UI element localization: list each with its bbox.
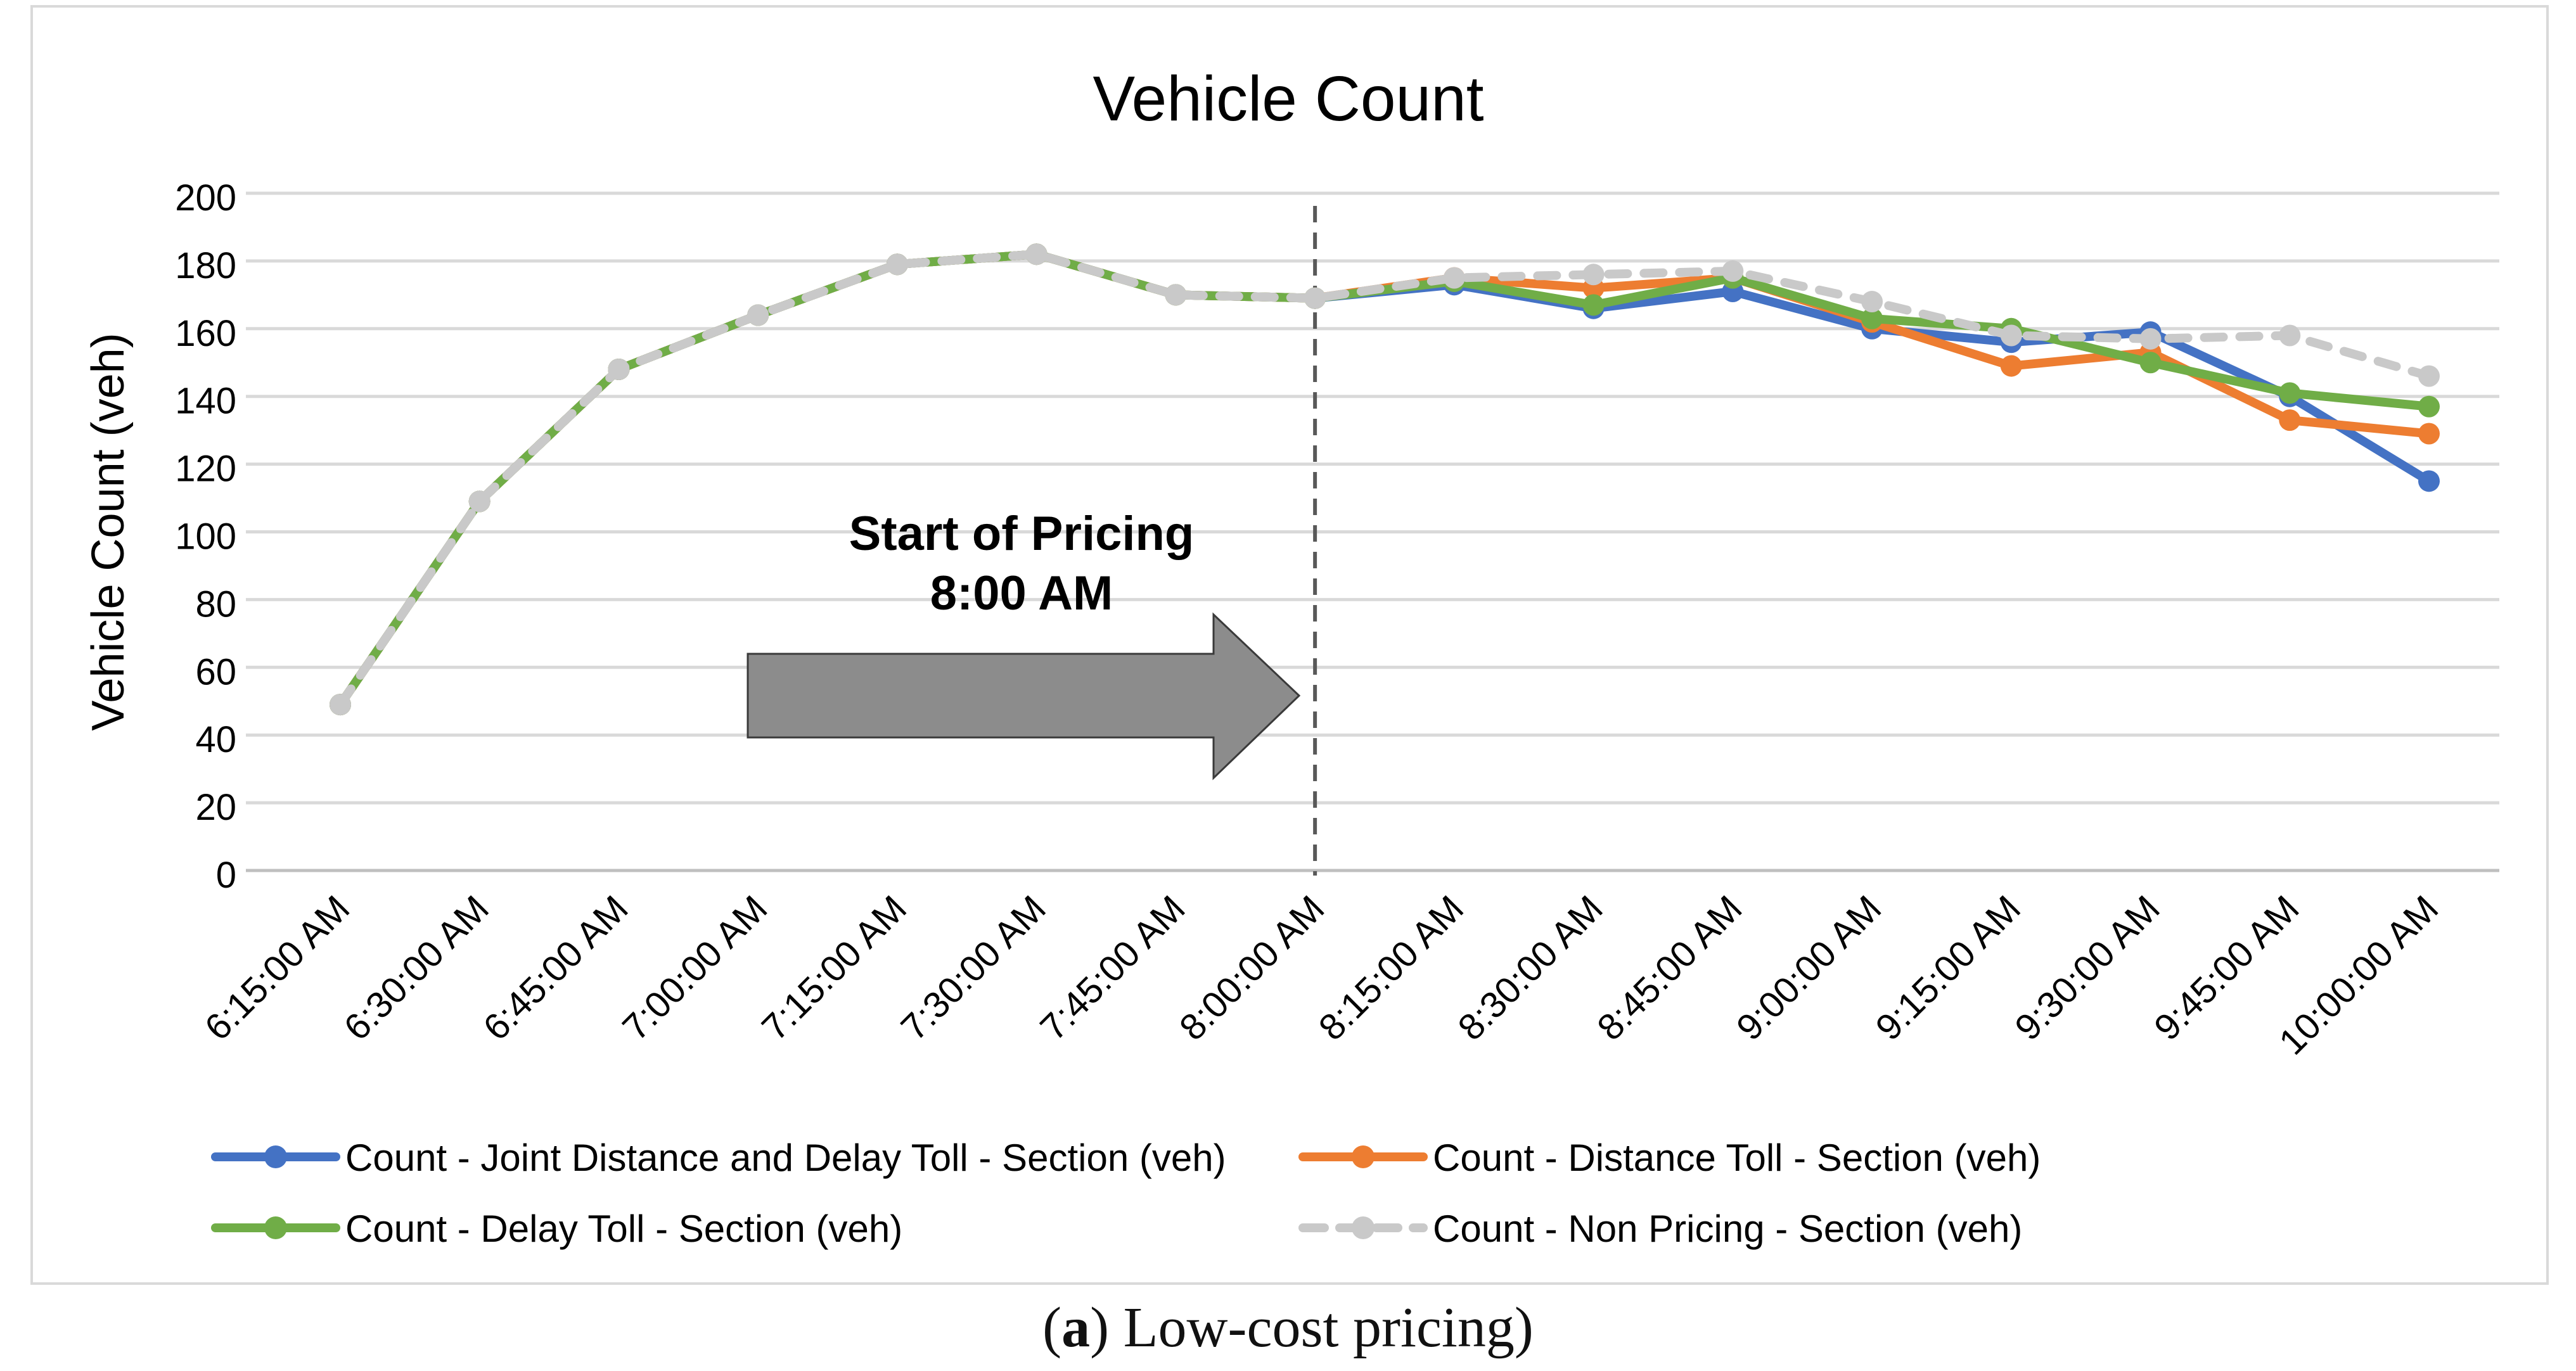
data-point xyxy=(886,253,908,276)
y-tick-label: 80 xyxy=(195,583,236,625)
data-point xyxy=(2418,365,2440,387)
x-tick-label: 6:45:00 AM xyxy=(475,888,636,1048)
annotation-line2: 8:00 AM xyxy=(930,566,1113,620)
data-point xyxy=(2000,355,2022,377)
y-tick-label: 40 xyxy=(195,719,236,760)
x-tick-label: 6:30:00 AM xyxy=(336,888,496,1048)
y-tick-label: 140 xyxy=(175,381,236,422)
data-point xyxy=(2418,395,2440,418)
legend-label: Count - Delay Toll - Section (veh) xyxy=(345,1208,902,1250)
data-point xyxy=(2139,352,2162,374)
x-tick-label: 9:00:00 AM xyxy=(1729,888,1889,1048)
x-tick-label: 7:00:00 AM xyxy=(615,888,775,1048)
y-tick-label: 100 xyxy=(175,516,236,558)
y-tick-label: 160 xyxy=(175,313,236,354)
data-point xyxy=(2279,409,2301,431)
y-tick-label: 60 xyxy=(195,651,236,692)
x-tick-label: 9:15:00 AM xyxy=(1868,888,2028,1048)
caption-text: Low-cost pricing xyxy=(1109,1296,1515,1359)
x-tick-label: 6:15:00 AM xyxy=(197,888,357,1048)
y-tick-label: 200 xyxy=(175,177,236,219)
data-point xyxy=(1304,287,1326,309)
x-tick-label: 7:45:00 AM xyxy=(1032,888,1193,1048)
annotation-line1: Start of Pricing xyxy=(849,507,1195,561)
series-line xyxy=(336,250,2433,710)
figure-caption: (a) Low-cost pricing) xyxy=(1042,1296,1534,1359)
x-tick-label: 7:15:00 AM xyxy=(754,888,914,1048)
series-line xyxy=(336,250,2433,710)
y-tick-label: 180 xyxy=(175,245,236,286)
x-tick-label: 7:30:00 AM xyxy=(893,888,1053,1048)
legend-swatch-marker xyxy=(264,1216,287,1239)
data-point xyxy=(1582,294,1605,316)
data-point xyxy=(1722,260,1744,282)
legend-label: Count - Non Pricing - Section (veh) xyxy=(1433,1208,2022,1250)
data-point xyxy=(1861,291,1883,313)
data-point xyxy=(1025,243,1048,265)
x-tick-label: 8:00:00 AM xyxy=(1172,888,1332,1048)
caption-label: a xyxy=(1061,1296,1091,1359)
chart-frame xyxy=(30,5,2549,1285)
legend-label: Count - Joint Distance and Delay Toll - … xyxy=(345,1137,1226,1179)
data-point xyxy=(2418,470,2440,492)
x-tick-label: 8:30:00 AM xyxy=(1450,888,1610,1048)
pricing-arrow-shape xyxy=(747,612,1301,781)
data-point xyxy=(468,490,490,513)
legend-swatch-marker xyxy=(1352,1145,1375,1168)
data-point xyxy=(2000,324,2022,347)
data-point xyxy=(1861,307,1883,329)
data-point xyxy=(1582,264,1605,286)
data-point xyxy=(608,358,630,380)
y-axis-label: Vehicle Count (veh) xyxy=(83,333,134,730)
y-tick-label: 0 xyxy=(216,855,236,896)
data-point xyxy=(747,304,769,326)
data-point xyxy=(330,694,351,716)
data-point xyxy=(1165,284,1187,306)
series-line xyxy=(336,250,2433,710)
legend-swatch-marker xyxy=(264,1145,287,1168)
data-point xyxy=(2418,423,2440,445)
data-point xyxy=(2279,324,2301,347)
y-tick-label: 120 xyxy=(175,449,236,490)
legend-swatch-marker xyxy=(1352,1216,1375,1239)
x-tick-label: 8:45:00 AM xyxy=(1589,888,1750,1048)
data-point xyxy=(1443,267,1465,289)
data-point xyxy=(2139,328,2162,350)
data-point xyxy=(2279,382,2301,404)
x-tick-label: 9:30:00 AM xyxy=(2007,888,2167,1048)
series-line xyxy=(336,250,2433,710)
y-tick-label: 20 xyxy=(195,787,236,828)
legend-label: Count - Distance Toll - Section (veh) xyxy=(1433,1137,2041,1179)
chart-title: Vehicle Count xyxy=(1093,63,1483,134)
x-tick-label: 8:15:00 AM xyxy=(1311,888,1471,1048)
